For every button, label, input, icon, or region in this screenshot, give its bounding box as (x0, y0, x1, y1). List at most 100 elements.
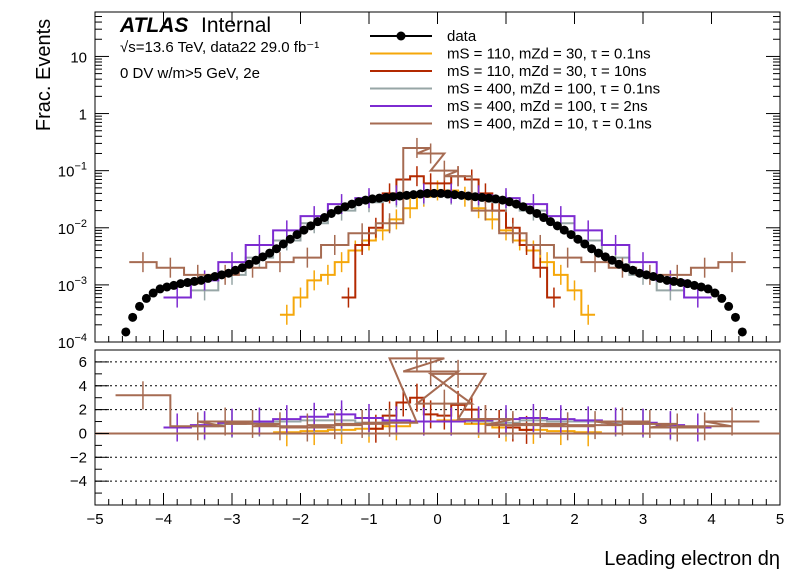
data-point (662, 275, 672, 285)
data-point (683, 279, 693, 289)
atlas-label: ATLAS (119, 14, 188, 37)
data-point (148, 288, 158, 298)
data-point (313, 217, 323, 227)
ratio-y-tick-label: −2 (70, 449, 87, 466)
data-point (587, 244, 597, 254)
data-point (518, 202, 528, 212)
data-point (696, 282, 706, 292)
data-point (429, 188, 439, 198)
data-point (593, 248, 603, 258)
data-point (244, 259, 254, 269)
x-axis: −5 −4 −3 −2 −1 0 1 2 3 4 5 (86, 12, 784, 528)
ratio-y-tick-label: 0 (79, 425, 87, 442)
data-point (409, 190, 419, 200)
data-point (217, 270, 227, 280)
data-point (504, 197, 514, 207)
data-point (443, 189, 453, 199)
data-point (319, 213, 329, 223)
data-point (395, 191, 405, 201)
x-tick-label: −2 (292, 511, 309, 528)
data-point (210, 272, 220, 282)
x-tick-label: 4 (707, 511, 715, 528)
legend-entry-label: mS = 400, mZd = 100, τ = 0.1ns (447, 81, 660, 98)
ratio-y-tick-label: 4 (79, 378, 87, 395)
data-point (230, 265, 240, 275)
selection-text: 0 DV w/m>5 GeV, 2e (120, 65, 260, 82)
data-point (121, 327, 131, 337)
x-axis-title: Leading electron dη (604, 548, 780, 570)
data-point (388, 192, 398, 202)
data-point (491, 194, 501, 204)
data-point (278, 239, 288, 249)
data-point (566, 230, 576, 240)
x-tick-label: 0 (433, 511, 441, 528)
atlas-status: Internal (201, 14, 271, 37)
data-point (176, 279, 186, 289)
data-point (463, 191, 473, 201)
main-y-tick-label: 10−1 (58, 161, 87, 181)
data-point (621, 263, 631, 273)
data-point (737, 327, 747, 337)
data-point (189, 276, 199, 286)
main-plot-area (121, 137, 747, 337)
data-point (203, 273, 213, 283)
legend-entry-label: mS = 110, mZd = 30, τ = 0.1ns (447, 46, 651, 63)
x-tick-label: −3 (223, 511, 240, 528)
data-point (381, 192, 391, 202)
x-tick-label: −4 (155, 511, 172, 528)
data-point (641, 270, 651, 280)
main-y-tick-label: 10−2 (58, 218, 87, 238)
data-point (525, 205, 535, 215)
data-point (374, 193, 384, 203)
data-point (450, 190, 460, 200)
data-point (155, 284, 165, 294)
data-point (347, 199, 357, 209)
data-point (272, 244, 282, 254)
data-point (628, 265, 638, 275)
main-y-tick-label: 10 (70, 49, 87, 66)
x-tick-label: 5 (776, 511, 784, 528)
data-point (710, 288, 720, 298)
x-tick-label: −5 (86, 511, 103, 528)
data-point (580, 239, 590, 249)
legend-entry-label: data (447, 28, 477, 45)
data-point (258, 252, 268, 262)
data-point (498, 195, 508, 205)
data-point (730, 312, 740, 322)
data-point (703, 284, 713, 294)
data-point (724, 301, 734, 311)
data-point (614, 259, 624, 269)
main-y-tick-label: 1 (79, 107, 87, 124)
data-point (196, 275, 206, 285)
data-point (436, 188, 446, 198)
data-point (224, 268, 234, 278)
y-axis-title: Frac. Events (33, 19, 55, 131)
data-point (415, 189, 425, 199)
data-point (135, 301, 145, 311)
data-point (265, 248, 275, 258)
ratio-y-tick-label: 6 (79, 354, 87, 371)
data-point (361, 195, 371, 205)
data-point (422, 188, 432, 198)
data-point (285, 234, 295, 244)
data-point (456, 190, 466, 200)
data-point (648, 272, 658, 282)
data-point (237, 263, 247, 273)
data-point (141, 293, 151, 303)
legend-swatch-marker (396, 31, 406, 41)
data-point (251, 255, 261, 265)
main-y-axis: 10 1 10−1 10−2 10−3 10−4 (58, 11, 780, 352)
data-point (676, 278, 686, 288)
data-point (532, 208, 542, 218)
data-point (354, 197, 364, 207)
data-point (340, 202, 350, 212)
data-point (128, 312, 138, 322)
data-point (484, 193, 494, 203)
data-point (607, 255, 617, 265)
data-point (299, 225, 309, 235)
data-point (477, 192, 487, 202)
ratio-y-tick-label: −4 (70, 473, 87, 490)
data-point (162, 282, 172, 292)
